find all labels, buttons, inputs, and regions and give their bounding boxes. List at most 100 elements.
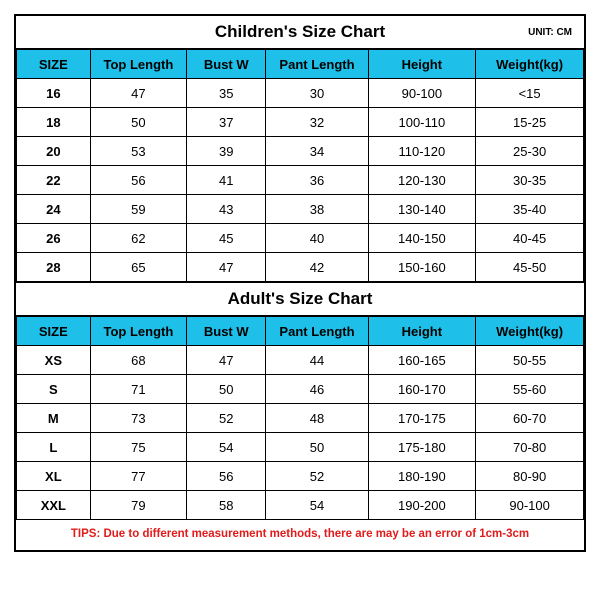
table-cell: 90-100 <box>368 79 476 108</box>
table-cell: 65 <box>90 253 186 282</box>
children-size-table: SIZETop LengthBust WPant LengthHeightWei… <box>16 49 584 282</box>
table-cell: 73 <box>90 404 186 433</box>
table-cell: 110-120 <box>368 137 476 166</box>
table-cell: 71 <box>90 375 186 404</box>
table-cell: 100-110 <box>368 108 476 137</box>
table-cell: 30 <box>266 79 368 108</box>
table-cell: 40-45 <box>476 224 584 253</box>
table-cell: 50 <box>90 108 186 137</box>
col-header: Top Length <box>90 50 186 79</box>
table-cell: 34 <box>266 137 368 166</box>
table-cell: 47 <box>90 79 186 108</box>
table-cell: XS <box>17 346 91 375</box>
adult-title-row: Adult's Size Chart <box>16 282 584 316</box>
table-row: 26624540140-15040-45 <box>17 224 584 253</box>
table-cell: 170-175 <box>368 404 476 433</box>
adult-header-row: SIZETop LengthBust WPant LengthHeightWei… <box>17 317 584 346</box>
table-cell: 35-40 <box>476 195 584 224</box>
table-cell: 40 <box>266 224 368 253</box>
table-cell: 35 <box>187 79 266 108</box>
table-cell: 56 <box>187 462 266 491</box>
table-row: 22564136120-13030-35 <box>17 166 584 195</box>
col-header: Top Length <box>90 317 186 346</box>
unit-label: UNIT: CM <box>528 27 572 38</box>
table-cell: 79 <box>90 491 186 520</box>
col-header: Bust W <box>187 317 266 346</box>
table-cell: 26 <box>17 224 91 253</box>
table-row: 1647353090-100<15 <box>17 79 584 108</box>
page: Children's Size Chart UNIT: CM SIZETop L… <box>0 0 600 600</box>
table-row: 18503732100-11015-25 <box>17 108 584 137</box>
table-cell: 47 <box>187 253 266 282</box>
col-header: SIZE <box>17 317 91 346</box>
table-cell: 47 <box>187 346 266 375</box>
table-cell: 32 <box>266 108 368 137</box>
table-cell: 75 <box>90 433 186 462</box>
table-cell: 52 <box>187 404 266 433</box>
table-cell: 54 <box>187 433 266 462</box>
table-cell: 68 <box>90 346 186 375</box>
chart-frame: Children's Size Chart UNIT: CM SIZETop L… <box>14 14 586 552</box>
children-title: Children's Size Chart <box>26 22 574 42</box>
table-cell: 70-80 <box>476 433 584 462</box>
table-cell: XL <box>17 462 91 491</box>
table-row: XL775652180-19080-90 <box>17 462 584 491</box>
table-cell: 130-140 <box>368 195 476 224</box>
table-row: L755450175-18070-80 <box>17 433 584 462</box>
table-cell: 56 <box>90 166 186 195</box>
adult-size-table: SIZETop LengthBust WPant LengthHeightWei… <box>16 316 584 520</box>
table-cell: 30-35 <box>476 166 584 195</box>
table-cell: S <box>17 375 91 404</box>
table-cell: 45-50 <box>476 253 584 282</box>
table-cell: 16 <box>17 79 91 108</box>
table-cell: 160-165 <box>368 346 476 375</box>
table-cell: 180-190 <box>368 462 476 491</box>
table-cell: 60-70 <box>476 404 584 433</box>
table-cell: 41 <box>187 166 266 195</box>
table-cell: L <box>17 433 91 462</box>
table-row: M735248170-17560-70 <box>17 404 584 433</box>
table-row: 20533934110-12025-30 <box>17 137 584 166</box>
table-cell: 62 <box>90 224 186 253</box>
table-cell: 175-180 <box>368 433 476 462</box>
table-cell: 39 <box>187 137 266 166</box>
col-header: Pant Length <box>266 317 368 346</box>
col-header: Pant Length <box>266 50 368 79</box>
table-cell: 48 <box>266 404 368 433</box>
table-cell: 59 <box>90 195 186 224</box>
table-cell: 140-150 <box>368 224 476 253</box>
col-header: Height <box>368 317 476 346</box>
table-cell: 18 <box>17 108 91 137</box>
table-cell: 28 <box>17 253 91 282</box>
table-cell: 80-90 <box>476 462 584 491</box>
table-cell: 120-130 <box>368 166 476 195</box>
col-header: Weight(kg) <box>476 50 584 79</box>
col-header: Bust W <box>187 50 266 79</box>
children-title-row: Children's Size Chart UNIT: CM <box>16 16 584 49</box>
table-cell: 77 <box>90 462 186 491</box>
adult-title: Adult's Size Chart <box>26 289 574 309</box>
table-cell: 54 <box>266 491 368 520</box>
table-cell: 22 <box>17 166 91 195</box>
table-row: 28654742150-16045-50 <box>17 253 584 282</box>
table-cell: 38 <box>266 195 368 224</box>
table-cell: 15-25 <box>476 108 584 137</box>
table-row: XXL795854190-20090-100 <box>17 491 584 520</box>
table-cell: 52 <box>266 462 368 491</box>
table-cell: 50 <box>266 433 368 462</box>
table-cell: XXL <box>17 491 91 520</box>
table-cell: 58 <box>187 491 266 520</box>
table-cell: 55-60 <box>476 375 584 404</box>
table-row: XS684744160-16550-55 <box>17 346 584 375</box>
table-cell: 20 <box>17 137 91 166</box>
col-header: SIZE <box>17 50 91 79</box>
table-cell: 42 <box>266 253 368 282</box>
table-cell: 36 <box>266 166 368 195</box>
table-cell: 160-170 <box>368 375 476 404</box>
table-cell: 43 <box>187 195 266 224</box>
table-cell: 46 <box>266 375 368 404</box>
tips-note: TIPS: Due to different measurement metho… <box>16 520 584 550</box>
table-cell: 50-55 <box>476 346 584 375</box>
table-cell: 24 <box>17 195 91 224</box>
table-cell: 150-160 <box>368 253 476 282</box>
